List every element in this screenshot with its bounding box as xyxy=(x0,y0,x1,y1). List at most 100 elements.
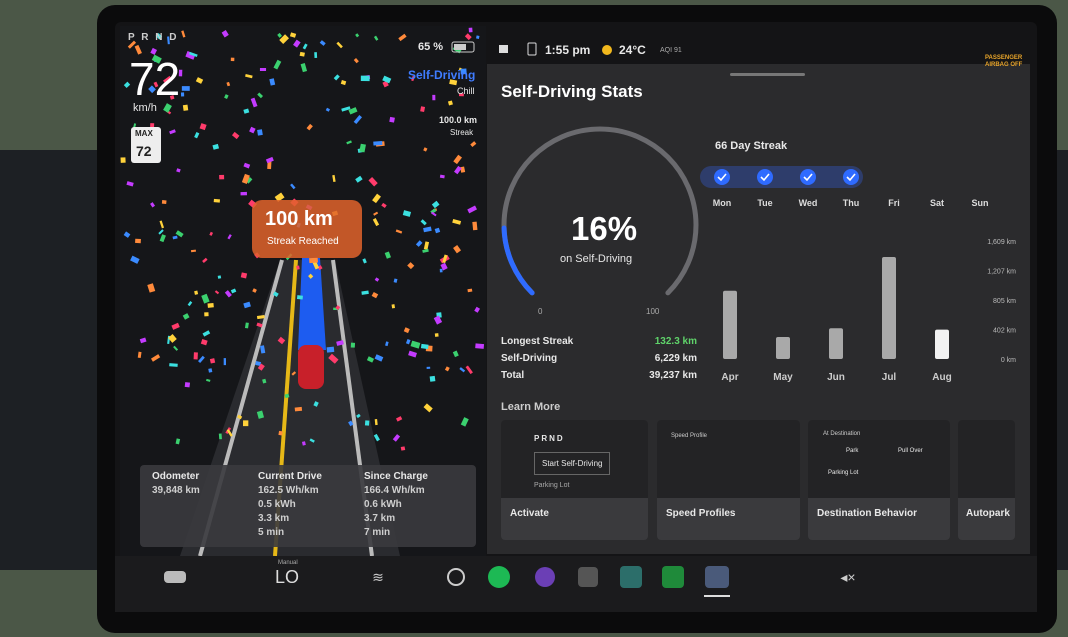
dock xyxy=(115,556,1037,612)
card-speed[interactable]: Speed Profile Speed Profiles xyxy=(657,420,800,540)
confetti xyxy=(158,229,164,235)
trip-title: Odometer xyxy=(152,471,200,482)
car-icon[interactable] xyxy=(164,571,186,583)
confetti xyxy=(189,51,198,57)
confetti xyxy=(364,420,370,426)
card-label[interactable]: Destination Behavior xyxy=(817,508,918,519)
check-mark xyxy=(803,173,813,182)
confetti xyxy=(423,241,430,250)
sun-icon xyxy=(602,45,612,55)
confetti xyxy=(465,365,473,375)
app-icon[interactable] xyxy=(662,566,684,588)
app-icon[interactable] xyxy=(535,567,555,587)
confetti xyxy=(241,173,250,184)
climate-temp[interactable]: LO xyxy=(275,567,300,587)
card-autopark[interactable]: Autopark xyxy=(958,420,1015,540)
card-activate[interactable]: PRND Start Self-Driving Parking Lot Acti… xyxy=(501,420,648,540)
confetti xyxy=(223,358,227,366)
confetti xyxy=(175,230,184,238)
confetti xyxy=(209,358,216,364)
card-destination[interactable]: At Destination Park Pull Over Parking Lo… xyxy=(808,420,950,540)
day-label: Mon xyxy=(713,198,732,208)
confetti xyxy=(356,413,361,419)
speed-limit: 72 xyxy=(136,143,152,159)
confetti xyxy=(289,32,297,38)
confetti xyxy=(374,277,380,282)
card-label[interactable]: Speed Profiles xyxy=(666,508,736,519)
confetti xyxy=(182,313,190,320)
confetti xyxy=(336,340,344,346)
card-label[interactable]: Activate xyxy=(510,508,549,519)
confetti xyxy=(306,123,313,131)
camera-icon[interactable] xyxy=(578,567,598,587)
card-label[interactable]: Autopark xyxy=(966,508,1010,519)
confetti xyxy=(442,254,448,264)
card-text: Parking Lot xyxy=(828,470,859,476)
confetti xyxy=(269,78,276,86)
trip-value: 0.5 kWh xyxy=(258,499,296,510)
battery-fill xyxy=(454,44,466,50)
autopilot-mode[interactable]: Self-Driving xyxy=(408,68,476,82)
confetti xyxy=(150,123,155,128)
confetti xyxy=(460,68,467,75)
confetti xyxy=(237,414,243,420)
confetti xyxy=(184,382,191,388)
card-text: Parking Lot xyxy=(534,482,570,489)
confetti xyxy=(250,97,258,108)
confetti xyxy=(139,337,147,344)
confetti xyxy=(155,33,163,40)
confetti xyxy=(226,429,233,437)
trip-panel xyxy=(140,465,476,547)
stat-value: 39,237 km xyxy=(649,370,697,381)
app-icon[interactable] xyxy=(705,566,729,588)
confetti xyxy=(426,366,431,369)
stat-label: Total xyxy=(501,370,525,381)
fan-icon[interactable] xyxy=(447,568,465,586)
confetti xyxy=(256,322,263,328)
confetti xyxy=(326,346,335,353)
spotify-icon[interactable] xyxy=(488,566,510,588)
confetti xyxy=(168,334,177,343)
confetti xyxy=(195,77,204,84)
trip-value: 166.4 Wh/km xyxy=(364,485,425,496)
card-text: Speed Profile xyxy=(671,433,708,439)
confetti xyxy=(470,141,477,148)
confetti xyxy=(218,433,222,440)
confetti xyxy=(420,106,426,113)
day-label: Fri xyxy=(888,198,900,208)
confetti xyxy=(459,367,466,373)
stat-label: Longest Streak xyxy=(501,336,574,347)
app-icon[interactable] xyxy=(620,566,642,588)
confetti xyxy=(403,327,410,334)
confetti xyxy=(474,306,481,313)
stat-label: Self-Driving xyxy=(501,353,558,364)
confetti xyxy=(444,366,450,372)
trip-value: 39,848 km xyxy=(152,485,200,496)
confetti xyxy=(259,67,267,72)
confetti xyxy=(336,41,343,49)
confetti xyxy=(411,75,415,82)
handle xyxy=(730,73,805,76)
confetti xyxy=(185,51,196,60)
confetti xyxy=(341,106,351,112)
confetti xyxy=(240,272,248,279)
check-mark xyxy=(760,173,770,182)
confetti xyxy=(198,355,205,364)
confetti xyxy=(137,351,142,358)
y-tick-label: 1,207 km xyxy=(987,268,1016,275)
stat-value: 6,229 km xyxy=(654,353,697,364)
volume-icon[interactable]: ◂× xyxy=(840,569,855,585)
confetti xyxy=(449,79,458,86)
confetti xyxy=(150,47,158,55)
bar xyxy=(935,329,949,359)
profile[interactable]: Chill xyxy=(457,86,475,96)
confetti xyxy=(178,69,183,77)
confetti xyxy=(460,166,466,173)
speed-limit-sign xyxy=(131,127,161,163)
confetti xyxy=(169,363,178,367)
confetti xyxy=(309,257,318,264)
confetti xyxy=(453,245,462,254)
stat-value: 132.3 km xyxy=(654,336,697,347)
seat-heat-icon[interactable]: ≋ xyxy=(372,569,384,585)
day-label: Thu xyxy=(843,198,860,208)
